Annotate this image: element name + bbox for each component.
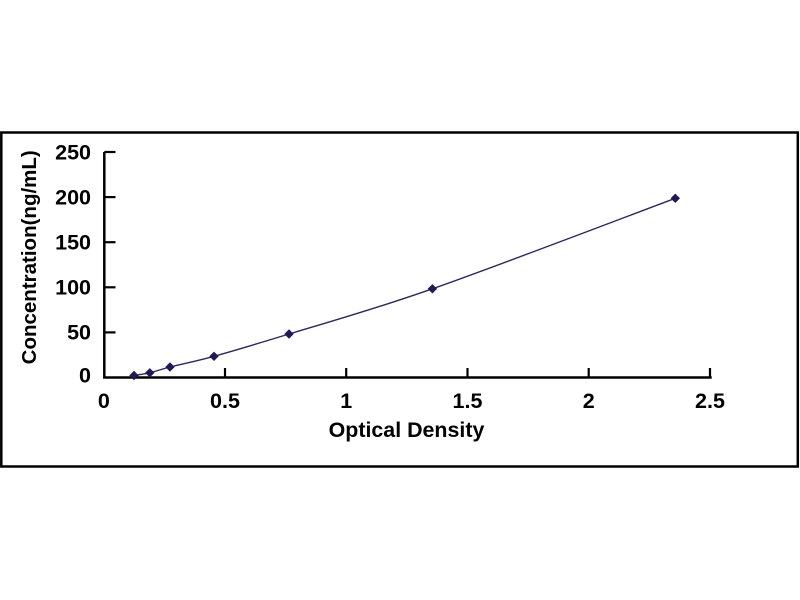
svg-text:200: 200	[55, 185, 91, 209]
svg-text:Optical Density: Optical Density	[329, 418, 485, 442]
svg-text:1.5: 1.5	[453, 389, 483, 413]
svg-text:2.5: 2.5	[695, 389, 725, 413]
svg-text:250: 250	[55, 140, 91, 164]
svg-text:0.5: 0.5	[210, 389, 240, 413]
svg-text:0: 0	[79, 364, 91, 388]
svg-text:2: 2	[583, 389, 595, 413]
svg-text:100: 100	[55, 276, 91, 300]
svg-text:50: 50	[67, 321, 91, 345]
svg-text:1: 1	[340, 389, 352, 413]
svg-text:0: 0	[98, 389, 110, 413]
svg-text:150: 150	[55, 231, 91, 255]
svg-text:Concentration(ng/mL): Concentration(ng/mL)	[18, 150, 41, 364]
